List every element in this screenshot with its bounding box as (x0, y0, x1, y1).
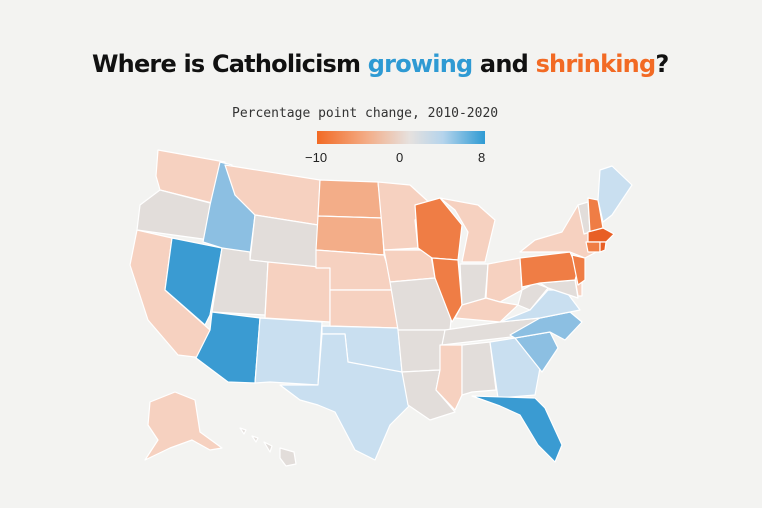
state-MA (587, 227, 615, 243)
state-TX (279, 333, 411, 461)
state-CO (264, 261, 331, 323)
state-OH (485, 257, 523, 303)
state-MI (439, 197, 496, 263)
legend-min-label: −10 (305, 150, 328, 165)
title-prefix: Where is Catholicism (92, 50, 368, 78)
state-NV (164, 237, 223, 326)
state-AL (461, 341, 497, 396)
title-shrinking-word: shrinking (535, 50, 657, 78)
state-NM (254, 317, 323, 386)
title-middle: and (472, 50, 536, 78)
state-KS (329, 289, 399, 329)
title-suffix: ? (655, 50, 669, 78)
title-growing-word: growing (367, 50, 473, 78)
state-CT (585, 241, 601, 253)
legend-title: Percentage point change, 2010-2020 (232, 106, 499, 121)
state-ME (597, 165, 633, 223)
state-FL (471, 395, 563, 463)
state-AK (144, 391, 223, 461)
state-OR (136, 189, 219, 241)
state-HI (239, 427, 297, 467)
state-WY (249, 214, 319, 269)
legend-mid-label: 0 (396, 150, 404, 165)
state-AR (397, 329, 446, 373)
chart-title: Where is Catholicism growing and shrinki… (92, 50, 669, 78)
state-SD (315, 215, 385, 256)
state-WV (517, 282, 549, 311)
state-ND (317, 179, 383, 219)
legend-max-label: 8 (478, 150, 486, 165)
legend-color-scale (317, 131, 485, 144)
state-RI (599, 241, 607, 253)
